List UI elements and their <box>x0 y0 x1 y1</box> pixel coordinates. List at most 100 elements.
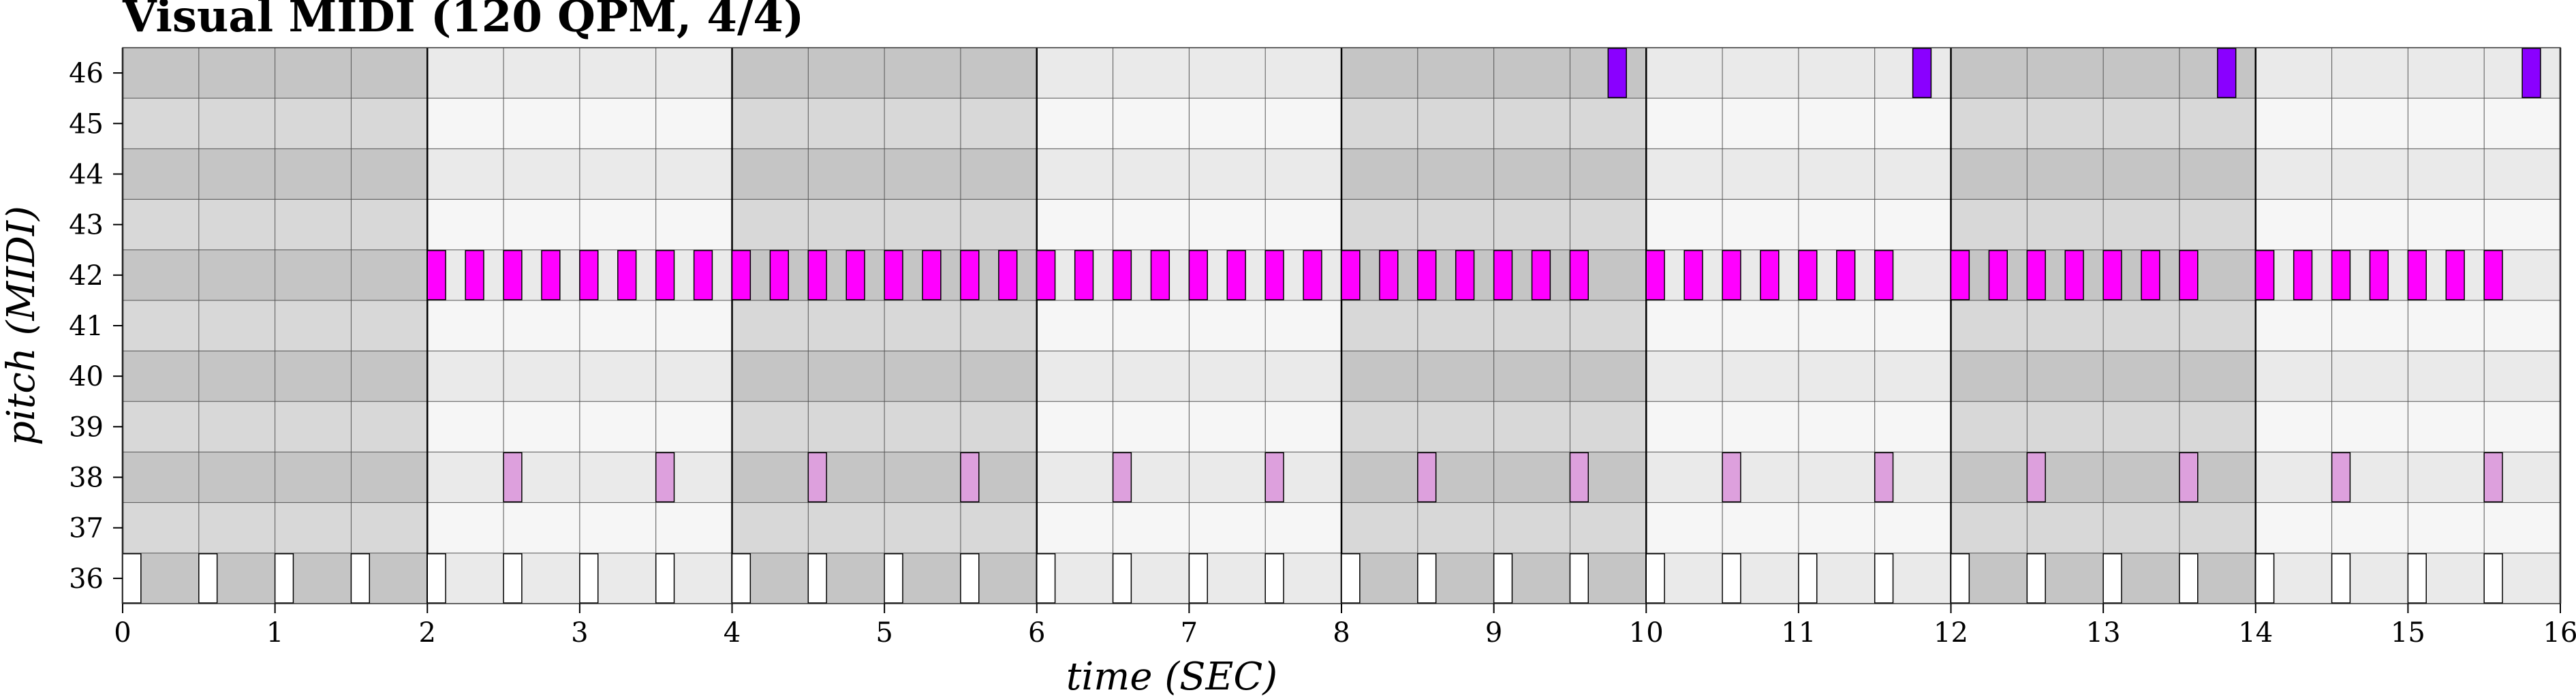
hihat-note <box>2445 249 2465 300</box>
kick-note <box>198 553 218 604</box>
x-tick-label: 10 <box>1629 617 1664 649</box>
snare-note <box>1264 452 1284 503</box>
snare-note <box>1569 452 1589 503</box>
x-tick-label: 1 <box>266 617 283 649</box>
x-tick-label: 2 <box>419 617 436 649</box>
y-tick-label: 38 <box>69 463 104 494</box>
kick-note <box>122 553 142 604</box>
kick-note <box>1264 553 1284 604</box>
snare-note <box>503 452 523 503</box>
hihat-note <box>1188 249 1208 300</box>
hihat-note <box>1226 249 1246 300</box>
hihat-note <box>1874 249 1894 300</box>
x-tick-label: 3 <box>571 617 588 649</box>
crash-note <box>2217 48 2237 98</box>
hihat-note <box>655 249 675 300</box>
hihat-note <box>1836 249 1856 300</box>
x-tick-label: 15 <box>2391 617 2425 649</box>
kick-note <box>1417 553 1437 604</box>
hihat-note <box>1417 249 1437 300</box>
hihat-note <box>1569 249 1589 300</box>
kick-note <box>1798 553 1818 604</box>
x-tick-label: 16 <box>2543 617 2576 649</box>
hihat-note <box>960 249 980 300</box>
kick-note <box>1722 553 1741 604</box>
hihat-note <box>1722 249 1741 300</box>
x-tick-label: 13 <box>2086 617 2121 649</box>
snare-note <box>2483 452 2503 503</box>
kick-note <box>579 553 599 604</box>
hihat-note <box>1683 249 1703 300</box>
hihat-note <box>884 249 903 300</box>
x-tick-label: 14 <box>2238 617 2273 649</box>
hihat-note <box>579 249 599 300</box>
hihat-note <box>1950 249 1970 300</box>
hihat-note <box>845 249 865 300</box>
snare-note <box>1417 452 1437 503</box>
plot-area <box>121 47 2562 604</box>
kick-note <box>884 553 903 604</box>
kick-note <box>807 553 827 604</box>
kick-note <box>2483 553 2503 604</box>
hihat-note <box>1455 249 1475 300</box>
hihat-note <box>1150 249 1170 300</box>
kick-note <box>655 553 675 604</box>
hihat-note <box>1760 249 1780 300</box>
hihat-note <box>2331 249 2351 300</box>
hihat-note <box>2407 249 2427 300</box>
hihat-note <box>998 249 1018 300</box>
x-tick-label: 11 <box>1781 617 1816 649</box>
hihat-note <box>2255 249 2275 300</box>
x-tick-label: 9 <box>1485 617 1502 649</box>
x-tick-label: 0 <box>114 617 131 649</box>
kick-note <box>2331 553 2351 604</box>
hihat-note <box>1074 249 1094 300</box>
y-tick-label: 39 <box>69 411 104 443</box>
notes-layer <box>122 48 2541 604</box>
hihat-note <box>1036 249 1056 300</box>
hihat-note <box>807 249 827 300</box>
kick-note <box>731 553 751 604</box>
crash-note <box>1607 48 1627 98</box>
hihat-note <box>1112 249 1132 300</box>
hihat-note <box>731 249 751 300</box>
hihat-note <box>1493 249 1513 300</box>
kick-note <box>350 553 371 604</box>
kick-note <box>426 553 446 604</box>
hihat-note <box>2141 249 2160 300</box>
hihat-note <box>769 249 789 300</box>
x-tick-label: 6 <box>1028 617 1045 649</box>
hihat-note <box>1988 249 2008 300</box>
kick-note <box>274 553 294 604</box>
hihat-note <box>2483 249 2503 300</box>
hihat-note <box>693 249 713 300</box>
kick-note <box>1569 553 1589 604</box>
hihat-note <box>1645 249 1665 300</box>
crash-note <box>1912 48 1932 98</box>
kick-note <box>2102 553 2122 604</box>
x-tick-label: 7 <box>1181 617 1198 649</box>
x-tick-label: 4 <box>724 617 741 649</box>
hihat-note <box>2026 249 2046 300</box>
hihat-note <box>426 249 446 300</box>
y-tick-label: 44 <box>69 159 104 190</box>
hihat-note <box>1341 249 1361 300</box>
x-axis-label: time (SEC) <box>1066 655 1277 699</box>
y-tick-label: 43 <box>69 210 104 241</box>
hihat-note <box>922 249 942 300</box>
y-tick-label: 46 <box>69 58 104 89</box>
y-tick-label: 42 <box>69 260 104 292</box>
snare-note <box>1874 452 1894 503</box>
hihat-note <box>2064 249 2084 300</box>
hihat-note <box>541 249 561 300</box>
hihat-note <box>2102 249 2122 300</box>
snare-note <box>807 452 827 503</box>
hihat-note <box>2293 249 2313 300</box>
x-tick-label: 12 <box>1934 617 1968 649</box>
kick-note <box>1188 553 1208 604</box>
snare-note <box>2026 452 2046 503</box>
snare-note <box>1112 452 1132 503</box>
kick-note <box>1036 553 1056 604</box>
kick-note <box>1645 553 1665 604</box>
hihat-note <box>1531 249 1551 300</box>
